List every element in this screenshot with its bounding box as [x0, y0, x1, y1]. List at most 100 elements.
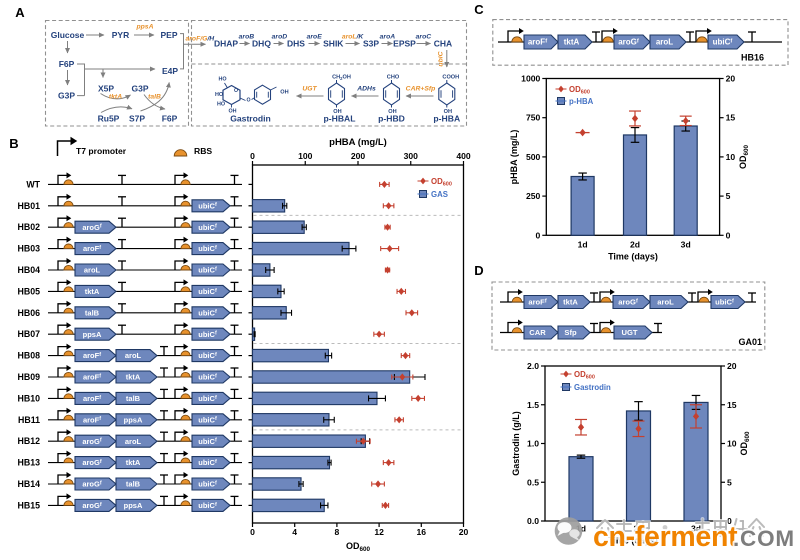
svg-text:CAR: CAR: [529, 328, 546, 337]
svg-text:tktA: tktA: [109, 94, 122, 101]
svg-text:p-HBA: p-HBA: [569, 97, 594, 106]
svg-text:OD600: OD600: [574, 370, 595, 381]
svg-text:HO: HO: [218, 77, 226, 83]
svg-text:aroFf: aroFf: [83, 373, 101, 382]
svg-text:ubiCf: ubiCf: [198, 373, 217, 382]
svg-text:HB07: HB07: [18, 329, 41, 339]
svg-text:aroE: aroE: [307, 34, 323, 41]
svg-text:200: 200: [351, 151, 366, 161]
svg-text:GAS: GAS: [431, 190, 448, 199]
svg-text:HO: HO: [215, 92, 223, 98]
svg-text:tktA: tktA: [126, 373, 141, 382]
svg-text:OH: OH: [228, 109, 236, 115]
svg-text:HB11: HB11: [18, 415, 40, 425]
svg-text:B: B: [9, 136, 18, 151]
svg-text:ppsA: ppsA: [124, 501, 143, 510]
svg-text:Gastrodin: Gastrodin: [574, 383, 611, 392]
svg-text:ubiCf: ubiCf: [198, 266, 217, 275]
svg-text:aroFf: aroFf: [83, 415, 101, 424]
svg-text:Gastrodin (g/L): Gastrodin (g/L): [511, 411, 521, 476]
svg-text:pHBA (mg/L): pHBA (mg/L): [329, 137, 387, 148]
svg-text:ppsA: ppsA: [136, 24, 154, 31]
svg-text:aroFf: aroFf: [83, 394, 101, 403]
svg-text:20: 20: [459, 527, 469, 537]
svg-text:OH: OH: [333, 109, 341, 115]
svg-text:3d: 3d: [681, 240, 691, 250]
svg-text:aroGf: aroGf: [82, 223, 102, 232]
svg-text:tktA: tktA: [85, 287, 100, 296]
svg-text:0: 0: [727, 516, 732, 526]
svg-text:12: 12: [374, 527, 384, 537]
svg-text:aroL: aroL: [657, 298, 674, 307]
svg-text:CHO: CHO: [387, 75, 400, 81]
svg-text:CH2OH: CH2OH: [332, 75, 351, 81]
svg-text:HB10: HB10: [18, 393, 41, 403]
svg-text:OH: OH: [280, 90, 288, 96]
svg-text:PEP: PEP: [160, 30, 177, 40]
svg-text:aroGf: aroGf: [82, 480, 102, 489]
svg-text:OH: OH: [388, 109, 396, 115]
svg-text:0: 0: [726, 230, 731, 240]
svg-text:HO: HO: [217, 102, 225, 108]
svg-text:aroGf: aroGf: [82, 437, 102, 446]
svg-text:SHIK: SHIK: [323, 39, 344, 49]
svg-text:talB: talB: [85, 308, 100, 317]
svg-text:pHBA (mg/L): pHBA (mg/L): [509, 130, 519, 185]
svg-text:aroFf: aroFf: [528, 298, 546, 307]
svg-text:talB: talB: [126, 480, 141, 489]
svg-text:ADHs: ADHs: [356, 86, 376, 93]
svg-text:15: 15: [726, 113, 736, 123]
svg-text:aroFf: aroFf: [83, 244, 101, 253]
svg-text:750: 750: [526, 113, 541, 123]
svg-text:2d: 2d: [630, 240, 640, 250]
svg-text:OD600: OD600: [739, 431, 751, 456]
svg-text:aroF/G/H: aroF/G/H: [186, 36, 216, 43]
svg-text:OD600: OD600: [738, 145, 750, 170]
svg-text:DHS: DHS: [287, 39, 305, 49]
svg-text:CAR+Sfp: CAR+Sfp: [406, 86, 436, 93]
svg-text:400: 400: [456, 151, 471, 161]
svg-text:T7 promoter: T7 promoter: [76, 146, 127, 156]
svg-text:p-HBAL: p-HBAL: [324, 113, 356, 123]
svg-text:1d: 1d: [578, 240, 588, 250]
svg-text:tktA: tktA: [564, 38, 580, 47]
svg-text:aroFf: aroFf: [528, 38, 547, 47]
svg-text:S7P: S7P: [129, 114, 145, 124]
svg-text:4: 4: [292, 527, 297, 537]
svg-text:300: 300: [404, 151, 419, 161]
svg-text:HB12: HB12: [18, 436, 41, 446]
svg-text:HB05: HB05: [18, 286, 41, 296]
svg-text:OH: OH: [444, 109, 452, 115]
svg-text:aroD: aroD: [272, 34, 288, 41]
svg-text:DHQ: DHQ: [252, 39, 271, 49]
svg-text:aroGf: aroGf: [82, 501, 102, 510]
svg-text:.COM: .COM: [733, 526, 795, 551]
svg-text:ubiCf: ubiCf: [198, 501, 217, 510]
svg-text:UGT: UGT: [302, 86, 317, 93]
svg-text:PYR: PYR: [112, 30, 129, 40]
svg-text:D: D: [474, 263, 483, 278]
svg-text:Sfp: Sfp: [564, 328, 577, 337]
svg-text:HB06: HB06: [18, 308, 41, 318]
svg-text:Gastrodin: Gastrodin: [230, 113, 271, 123]
svg-text:ppsA: ppsA: [124, 415, 143, 424]
svg-text:Glucose: Glucose: [51, 30, 85, 40]
svg-text:OD600: OD600: [431, 177, 452, 188]
svg-text:aroB: aroB: [239, 34, 255, 41]
svg-text:S3P: S3P: [363, 39, 379, 49]
svg-text:RBS: RBS: [194, 146, 212, 156]
svg-text:tktA: tktA: [563, 298, 578, 307]
svg-text:HB08: HB08: [18, 351, 41, 361]
svg-text:aroL: aroL: [125, 437, 142, 446]
svg-text:A: A: [15, 5, 25, 20]
svg-text:1.5: 1.5: [527, 400, 539, 410]
svg-text:HB13: HB13: [18, 458, 41, 468]
svg-text:0: 0: [250, 151, 255, 161]
svg-text:ubiCf: ubiCf: [713, 38, 733, 47]
svg-text:OD600: OD600: [569, 85, 590, 96]
svg-text:aroGf: aroGf: [618, 38, 639, 47]
svg-text:aroA: aroA: [380, 34, 396, 41]
svg-text:aroC: aroC: [416, 34, 432, 41]
svg-text:10: 10: [727, 439, 737, 449]
svg-text:G3P: G3P: [131, 84, 148, 94]
